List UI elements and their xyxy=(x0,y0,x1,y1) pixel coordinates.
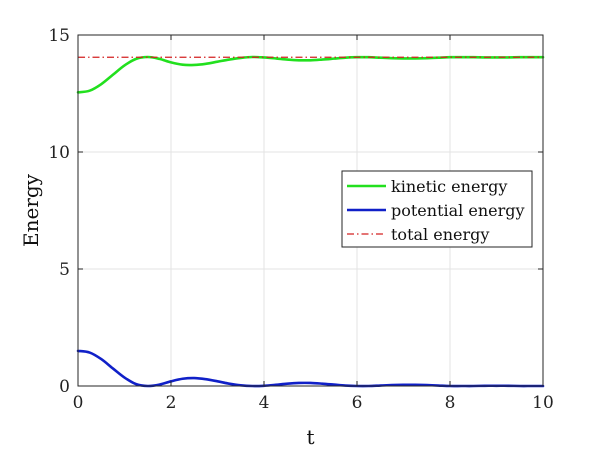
watermark-text: 知乎 @Shane Black xyxy=(427,417,579,436)
axis-ticks: 0 2 4 6 8 10 0 5 10 15 xyxy=(48,26,553,413)
x-tick-label: 4 xyxy=(259,393,270,413)
legend-label: potential energy xyxy=(391,201,525,220)
legend-label: kinetic energy xyxy=(391,177,507,196)
y-tick-label: 5 xyxy=(59,260,70,280)
y-axis-label: Energy xyxy=(19,173,43,247)
x-tick-label: 0 xyxy=(73,393,84,413)
y-tick-label: 15 xyxy=(48,26,70,46)
x-axis-label: t xyxy=(306,425,314,449)
y-tick-label: 10 xyxy=(48,143,70,163)
plot-frame xyxy=(77,34,544,387)
y-tick-label: 0 xyxy=(59,377,70,397)
x-tick-label: 10 xyxy=(532,393,554,413)
series-line-potential-energy xyxy=(76,349,545,388)
legend-label: total energy xyxy=(391,225,489,244)
x-tick-label: 2 xyxy=(166,393,177,413)
series-line-kinetic-energy xyxy=(76,55,545,94)
x-tick-label: 8 xyxy=(445,393,456,413)
legend: kinetic energy potential energy total ener… xyxy=(341,170,533,248)
x-tick-label: 6 xyxy=(352,393,363,413)
